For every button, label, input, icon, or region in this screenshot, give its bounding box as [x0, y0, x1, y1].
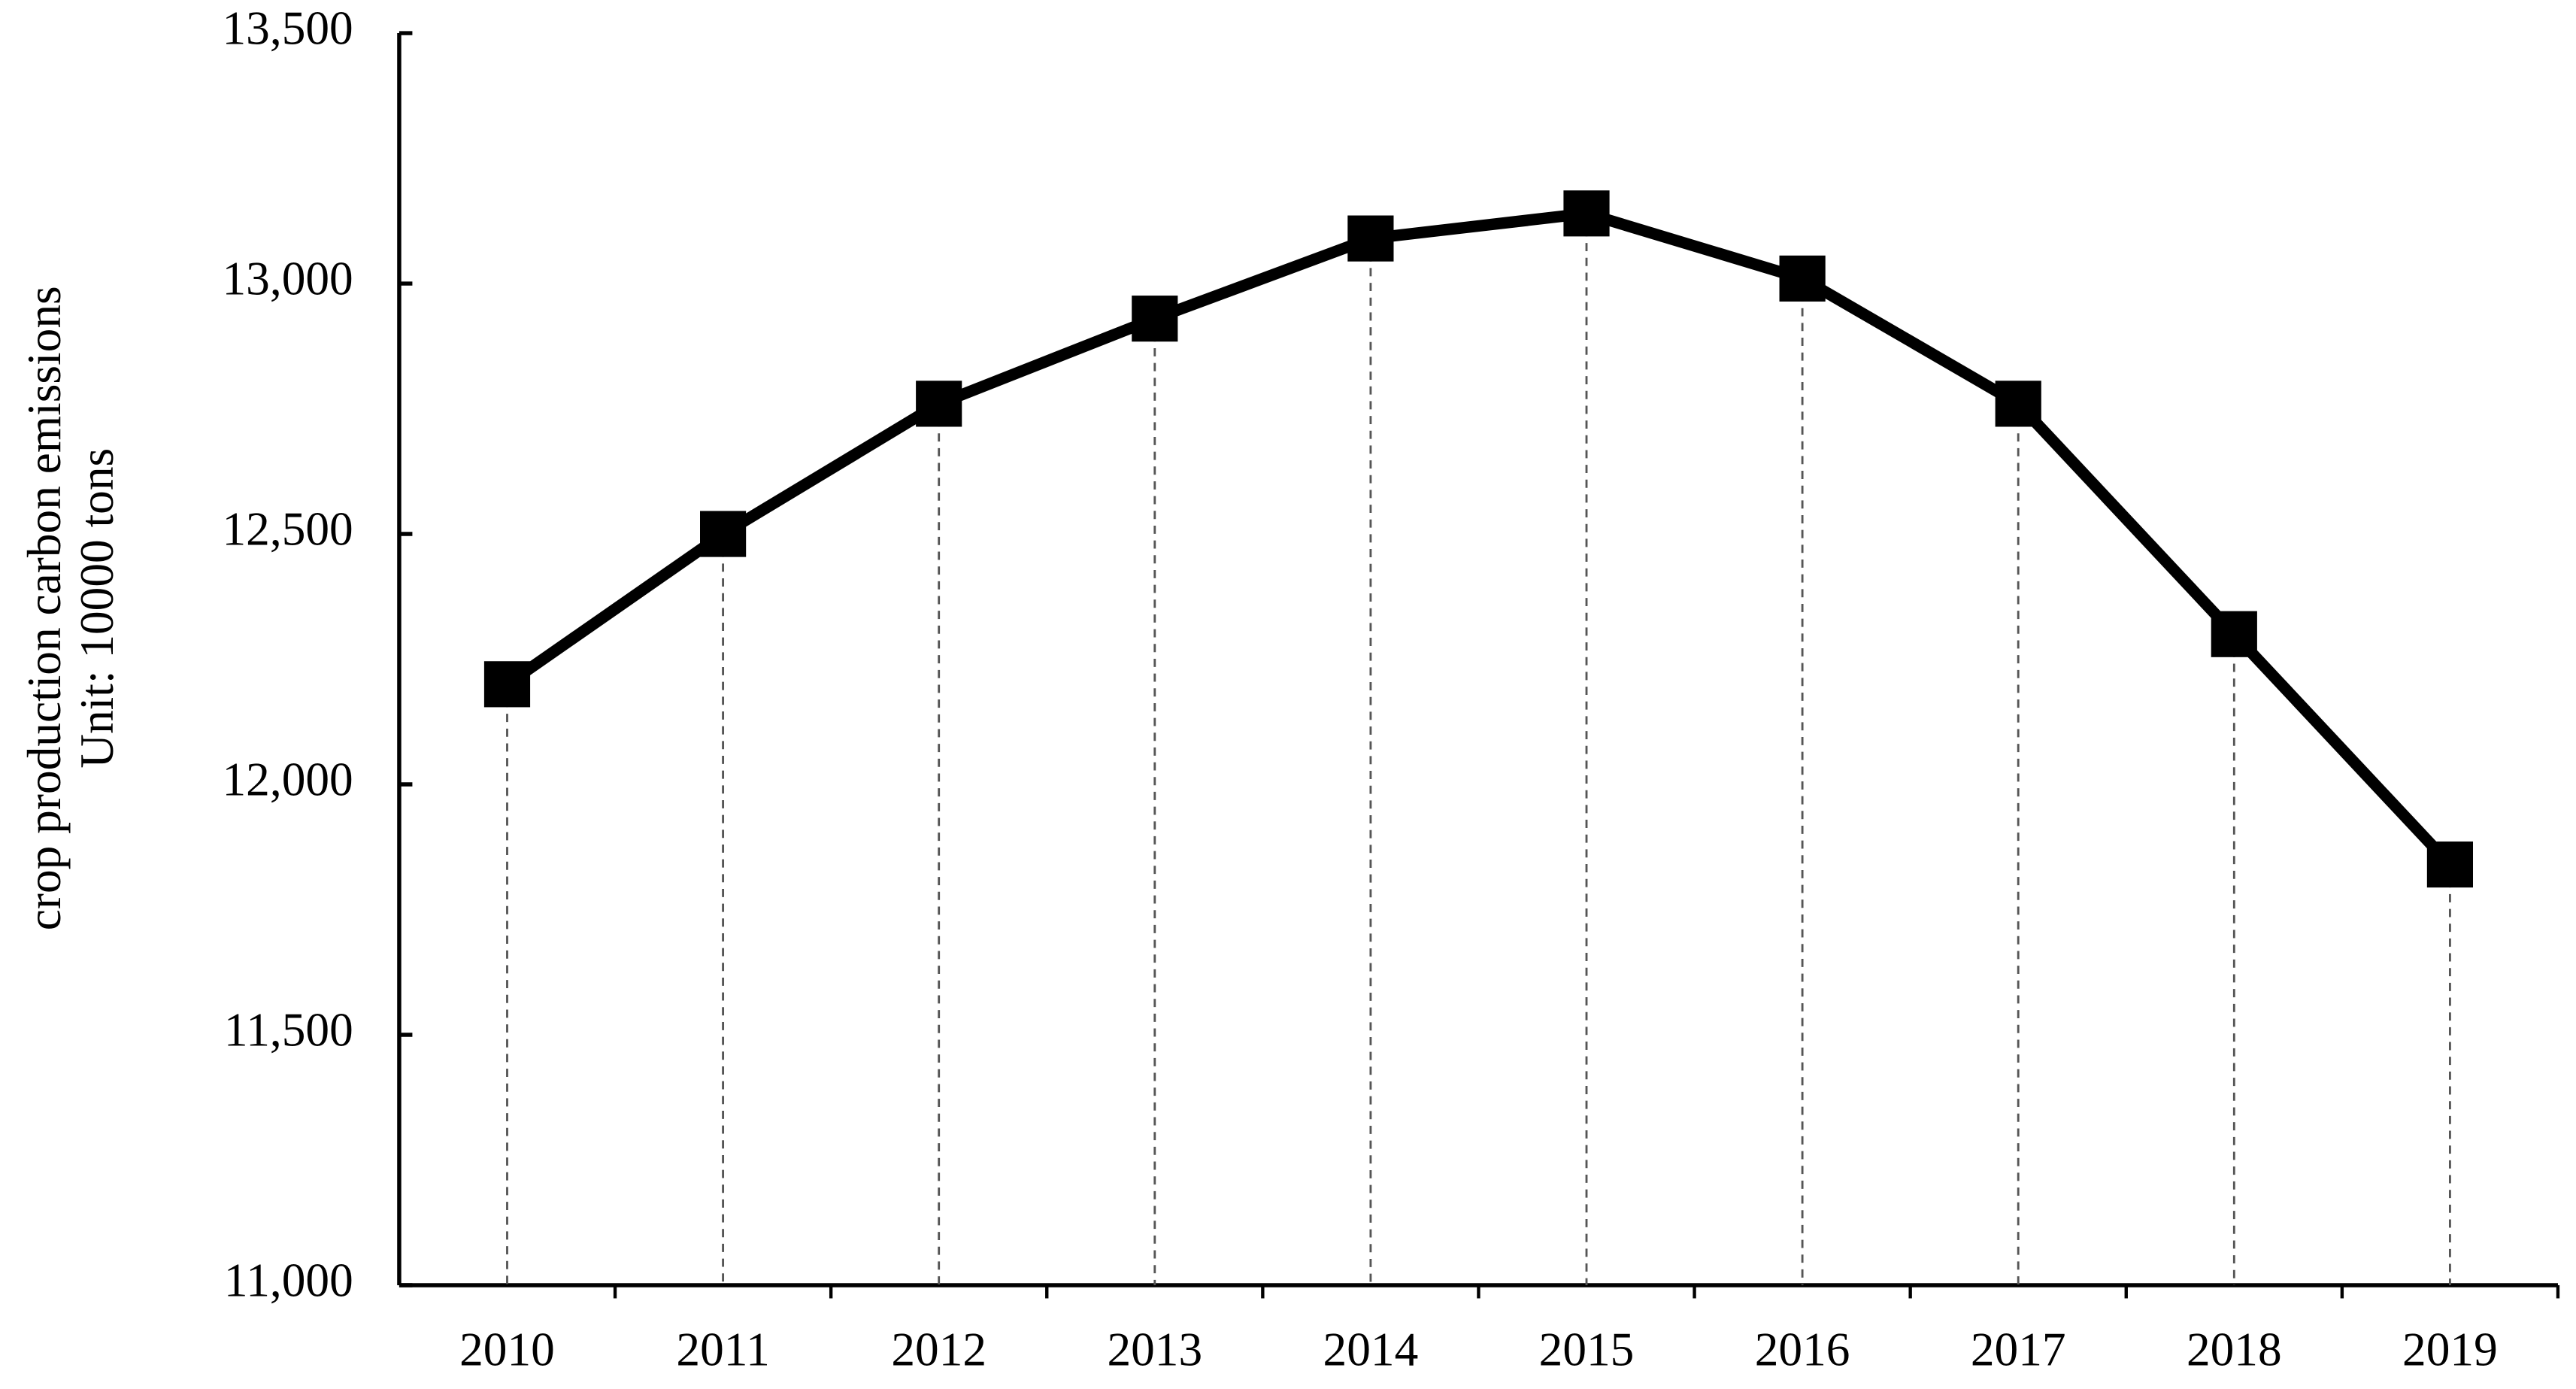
data-point	[1779, 255, 1826, 302]
y-tick-label: 13,500	[223, 2, 353, 55]
x-tick-label: 2010	[459, 1323, 555, 1375]
y-axis-title-line: Unit: 10000 tons	[71, 448, 123, 769]
data-point	[2211, 611, 2257, 657]
data-point	[483, 661, 531, 708]
data-point	[1347, 215, 1394, 262]
data-point	[1563, 190, 1610, 237]
data-line	[504, 208, 2454, 869]
y-tick-label: 12,000	[223, 754, 353, 806]
data-point	[1132, 296, 1178, 342]
y-tick-label: 11,500	[224, 1004, 353, 1057]
data-point	[916, 381, 962, 427]
y-axis-title: crop production carbon emissions Unit: 1…	[18, 286, 123, 930]
x-tick-label: 2019	[2402, 1323, 2498, 1375]
y-tick-label: 13,000	[223, 253, 353, 305]
x-tick-label: 2013	[1107, 1323, 1202, 1375]
x-tick-label: 2011	[676, 1323, 769, 1375]
data-point	[1995, 381, 2041, 427]
x-tick-label: 2012	[891, 1323, 986, 1375]
y-tick-label: 12,500	[223, 503, 353, 556]
x-tick-label: 2014	[1323, 1323, 1419, 1375]
x-tick-label: 2017	[1971, 1323, 2066, 1375]
y-tick-label: 11,000	[224, 1254, 353, 1307]
x-tick-label: 2015	[1539, 1323, 1635, 1375]
y-axis-title-line: crop production carbon emissions	[18, 286, 71, 930]
x-tick-label: 2018	[2187, 1323, 2282, 1375]
x-tick-label: 2016	[1755, 1323, 1850, 1375]
data-point	[2426, 841, 2474, 888]
data-point	[700, 511, 747, 557]
